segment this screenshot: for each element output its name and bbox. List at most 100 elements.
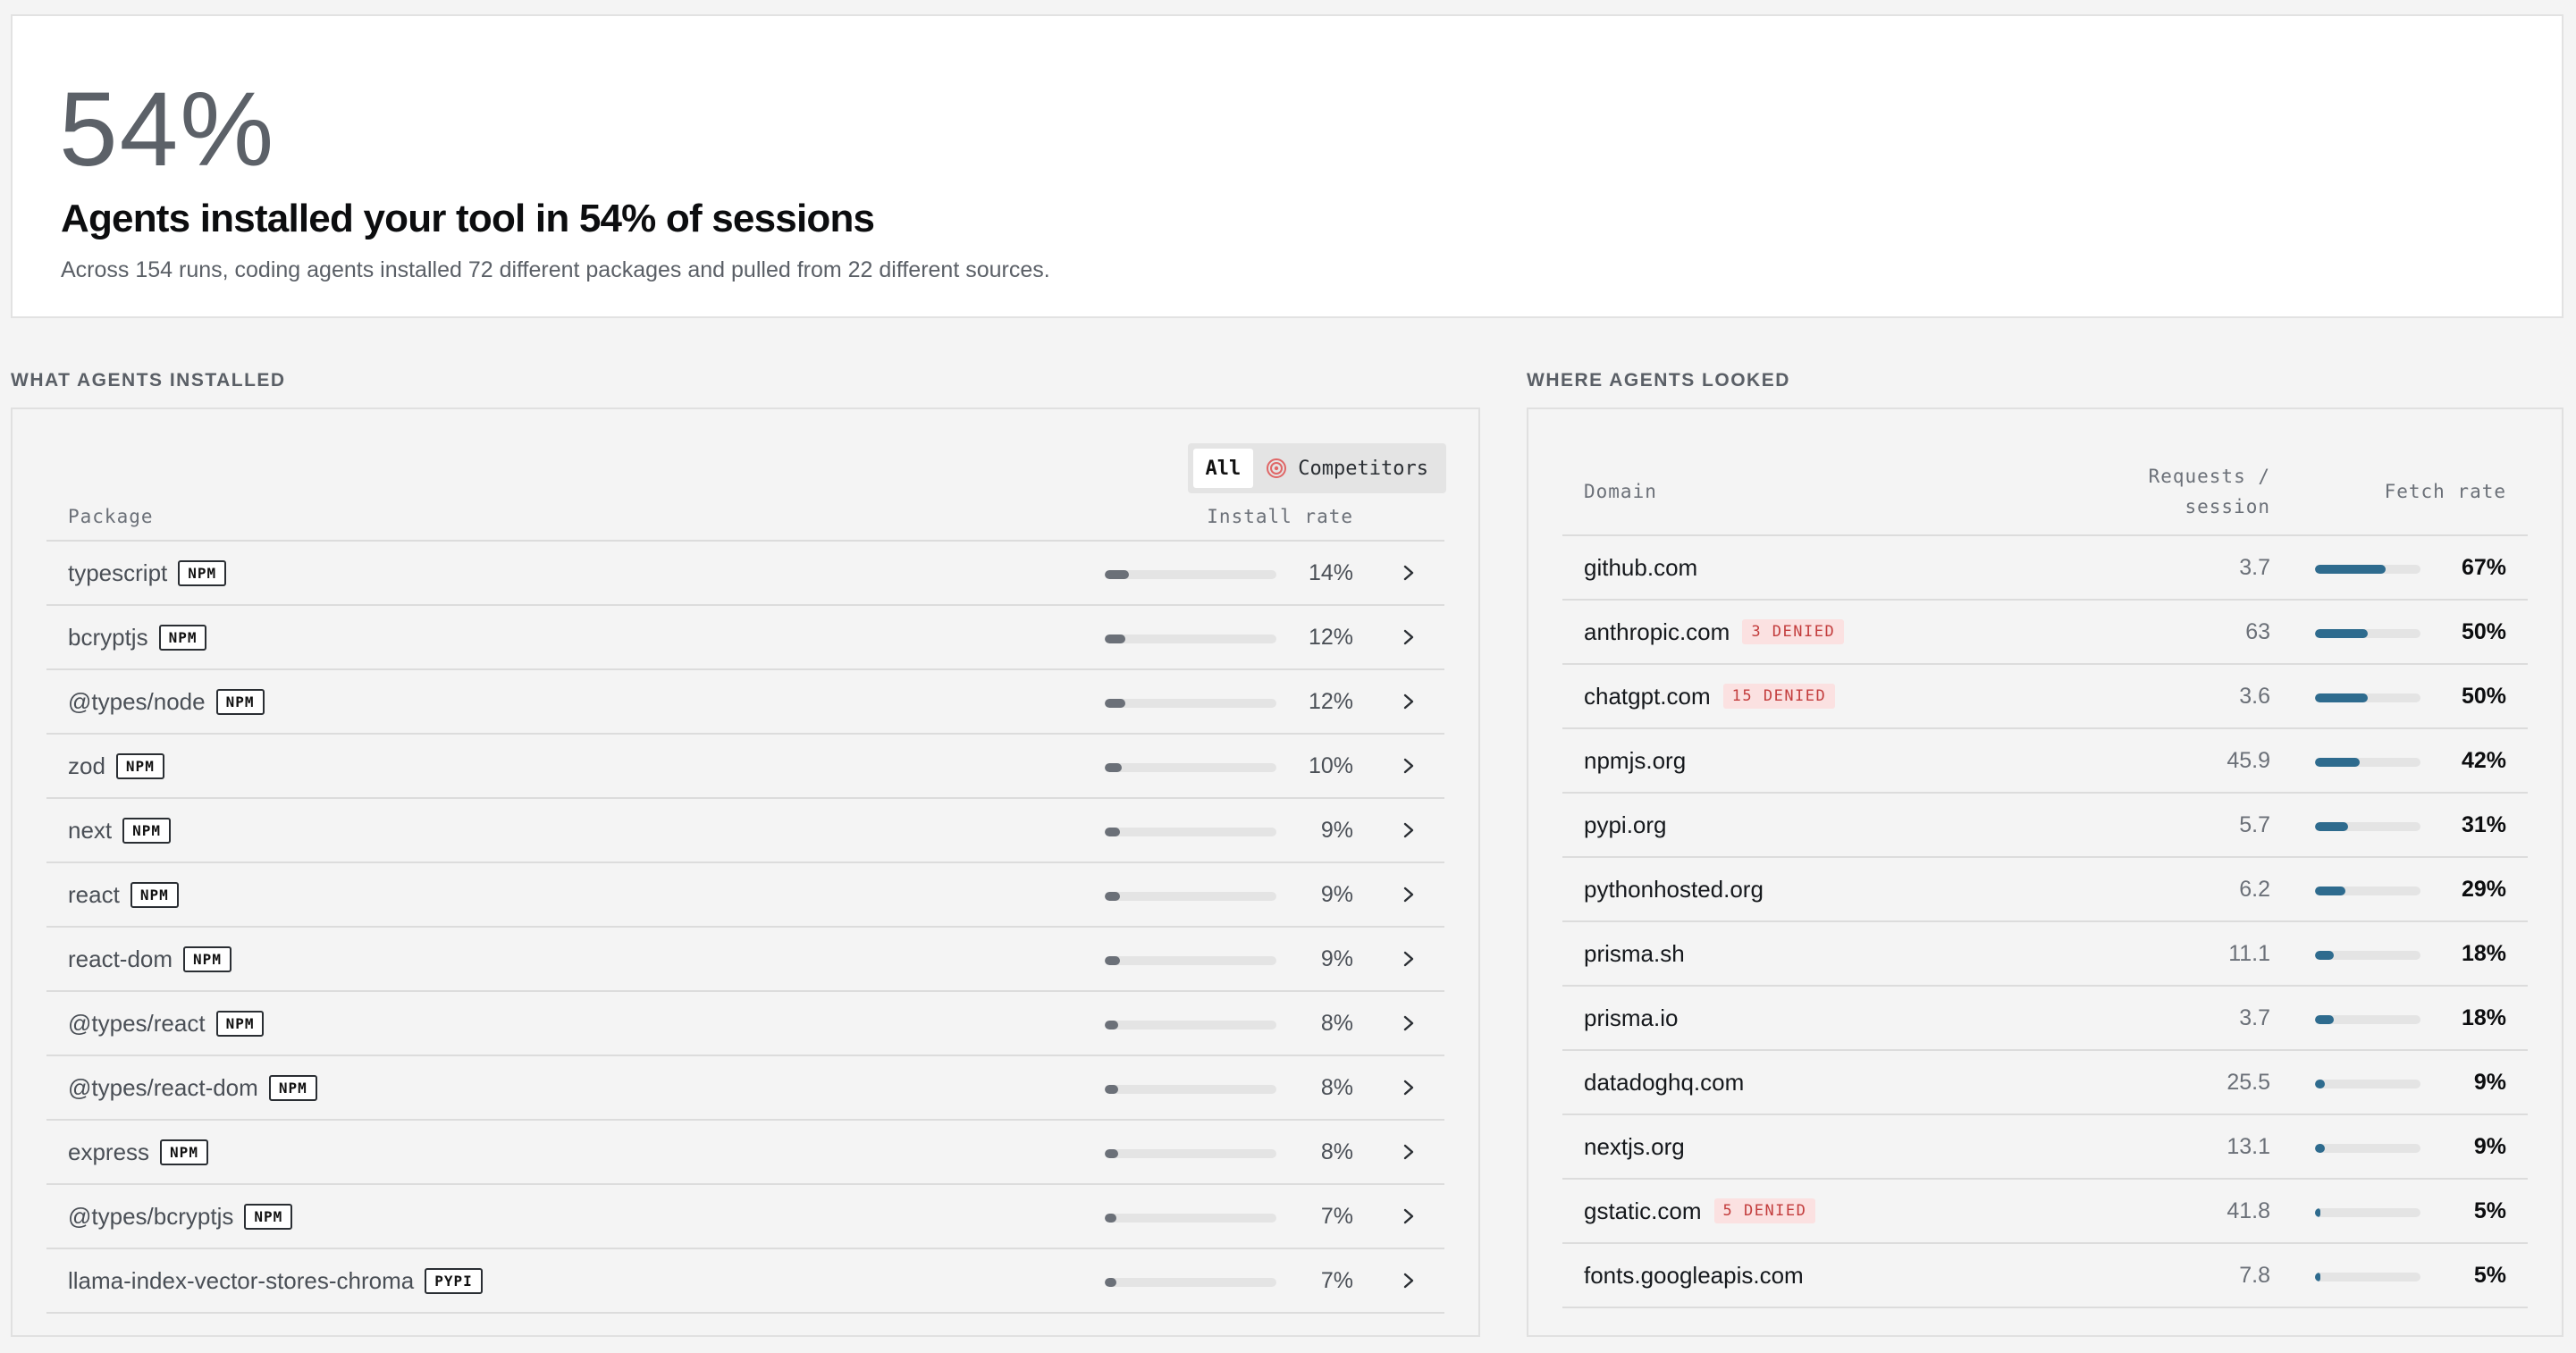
registry-badge: NPM bbox=[215, 1010, 265, 1037]
package-row[interactable]: next NPM 9% bbox=[46, 799, 1444, 863]
package-name: @types/react bbox=[68, 1009, 206, 1037]
requests-per-session: 41.8 bbox=[2227, 1198, 2270, 1223]
registry-badge: NPM bbox=[178, 559, 227, 586]
requests-per-session: 25.5 bbox=[2227, 1069, 2270, 1095]
package-row[interactable]: @types/bcryptjs NPM 7% bbox=[46, 1185, 1444, 1249]
install-rate-bar-fill bbox=[1105, 1021, 1119, 1029]
fetch-rate: 42% bbox=[2461, 747, 2506, 773]
fetch-rate: 18% bbox=[2461, 940, 2506, 966]
chevron-right-icon[interactable] bbox=[1400, 564, 1418, 582]
domain-name-cell: prisma.io bbox=[1584, 987, 1678, 1049]
chevron-right-icon[interactable] bbox=[1400, 1207, 1418, 1225]
chevron-right-icon[interactable] bbox=[1400, 757, 1418, 775]
requests-per-session: 3.7 bbox=[2239, 1004, 2270, 1030]
domain-name-cell: pypi.org bbox=[1584, 794, 1667, 856]
domain-name: anthropic.com bbox=[1584, 618, 1730, 645]
registry-badge: NPM bbox=[268, 1074, 317, 1101]
chevron-right-icon[interactable] bbox=[1400, 821, 1418, 839]
chevron-right-icon[interactable] bbox=[1400, 1014, 1418, 1032]
column-requests: Requests / session bbox=[2092, 461, 2270, 522]
filter-competitors-button[interactable]: Competitors bbox=[1253, 449, 1441, 488]
package-name-cell: bcryptjs NPM bbox=[68, 606, 207, 668]
package-name-cell: react-dom NPM bbox=[68, 928, 232, 990]
fetch-rate: 5% bbox=[2473, 1198, 2506, 1223]
package-row[interactable]: @types/node NPM 12% bbox=[46, 670, 1444, 735]
chevron-right-icon[interactable] bbox=[1400, 1143, 1418, 1161]
filter-all-button[interactable]: All bbox=[1192, 449, 1254, 488]
package-name-cell: @types/react NPM bbox=[68, 992, 265, 1055]
domain-name: pythonhosted.org bbox=[1584, 875, 1764, 903]
fetch-rate: 9% bbox=[2473, 1069, 2506, 1095]
summary-card: 54% Agents installed your tool in 54% of… bbox=[11, 14, 2563, 318]
package-row[interactable]: typescript NPM 14% bbox=[46, 542, 1444, 606]
fetch-rate-bar-fill bbox=[2315, 693, 2368, 702]
install-rate-bar bbox=[1105, 1214, 1276, 1223]
filter-toggle: All Competitors bbox=[1187, 443, 1446, 493]
package-row[interactable]: express NPM 8% bbox=[46, 1121, 1444, 1185]
package-row[interactable]: zod NPM 10% bbox=[46, 735, 1444, 799]
column-install-rate: Install rate bbox=[1207, 506, 1353, 527]
domain-name: nextjs.org bbox=[1584, 1132, 1685, 1160]
fetch-rate-bar-fill bbox=[2315, 1080, 2325, 1088]
fetch-rate: 29% bbox=[2461, 876, 2506, 902]
fetch-rate: 5% bbox=[2473, 1262, 2506, 1288]
package-row[interactable]: @types/react-dom NPM 8% bbox=[46, 1056, 1444, 1121]
fetch-rate-bar bbox=[2315, 758, 2420, 767]
chevron-right-icon[interactable] bbox=[1400, 693, 1418, 710]
requests-per-session: 6.2 bbox=[2239, 876, 2270, 902]
domain-name: prisma.sh bbox=[1584, 939, 1685, 967]
fetch-rate-bar-fill bbox=[2315, 1208, 2320, 1217]
registry-badge: PYPI bbox=[425, 1267, 483, 1294]
package-name: react-dom bbox=[68, 945, 173, 972]
domain-row: fonts.googleapis.com 7.8 5% bbox=[1562, 1244, 2528, 1308]
package-row[interactable]: @types/react NPM 8% bbox=[46, 992, 1444, 1056]
domain-name-cell: anthropic.com 3 DENIED bbox=[1584, 601, 1845, 663]
domain-name-cell: npmjs.org bbox=[1584, 729, 1686, 792]
summary-title: Agents installed your tool in 54% of ses… bbox=[61, 197, 875, 240]
domain-row: pypi.org 5.7 31% bbox=[1562, 794, 2528, 858]
chevron-right-icon[interactable] bbox=[1400, 950, 1418, 968]
package-name-cell: @types/bcryptjs NPM bbox=[68, 1185, 293, 1248]
registry-badge: NPM bbox=[215, 688, 265, 715]
install-rate-bar-fill bbox=[1105, 699, 1126, 708]
package-name-cell: @types/react-dom NPM bbox=[68, 1056, 317, 1119]
summary-subtitle: Across 154 runs, coding agents installed… bbox=[61, 257, 1050, 282]
fetch-rate: 67% bbox=[2461, 554, 2506, 580]
requests-per-session: 63 bbox=[2245, 618, 2270, 644]
package-name: llama-index-vector-stores-chroma bbox=[68, 1266, 415, 1294]
package-name-cell: llama-index-vector-stores-chroma PYPI bbox=[68, 1249, 483, 1312]
chevron-right-icon[interactable] bbox=[1400, 628, 1418, 646]
fetch-rate-bar bbox=[2315, 629, 2420, 638]
install-rate: 9% bbox=[1320, 817, 1353, 843]
denied-badge: 3 DENIED bbox=[1742, 619, 1845, 644]
domain-row: npmjs.org 45.9 42% bbox=[1562, 729, 2528, 794]
package-name: react bbox=[68, 880, 120, 908]
domain-row: github.com 3.7 67% bbox=[1562, 536, 2528, 601]
looked-panel: Domain Requests / session Fetch rate git… bbox=[1527, 408, 2563, 1337]
domain-name-cell: chatgpt.com 15 DENIED bbox=[1584, 665, 1836, 727]
package-row[interactable]: react NPM 9% bbox=[46, 863, 1444, 928]
install-rate-bar-fill bbox=[1105, 570, 1129, 579]
chevron-right-icon[interactable] bbox=[1400, 1272, 1418, 1290]
package-name: typescript bbox=[68, 559, 168, 586]
chevron-right-icon[interactable] bbox=[1400, 886, 1418, 903]
registry-badge: NPM bbox=[183, 945, 232, 972]
install-rate: 8% bbox=[1320, 1139, 1353, 1164]
install-rate-bar-fill bbox=[1105, 1278, 1117, 1287]
fetch-rate-bar bbox=[2315, 951, 2420, 960]
install-rate-bar bbox=[1105, 956, 1276, 965]
install-rate: 12% bbox=[1308, 688, 1353, 714]
fetch-rate-bar bbox=[2315, 822, 2420, 831]
chevron-right-icon[interactable] bbox=[1400, 1079, 1418, 1097]
column-domain: Domain bbox=[1584, 481, 1657, 502]
install-rate: 14% bbox=[1308, 559, 1353, 585]
domain-name-cell: prisma.sh bbox=[1584, 922, 1685, 985]
fetch-rate-bar bbox=[2315, 1273, 2420, 1282]
package-row[interactable]: bcryptjs NPM 12% bbox=[46, 606, 1444, 670]
fetch-rate-bar bbox=[2315, 1144, 2420, 1153]
package-row[interactable]: llama-index-vector-stores-chroma PYPI 7% bbox=[46, 1249, 1444, 1314]
install-rate-bar-fill bbox=[1105, 1149, 1119, 1158]
package-row[interactable]: react-dom NPM 9% bbox=[46, 928, 1444, 992]
install-rate-bar bbox=[1105, 1021, 1276, 1029]
domain-row: chatgpt.com 15 DENIED 3.6 50% bbox=[1562, 665, 2528, 729]
